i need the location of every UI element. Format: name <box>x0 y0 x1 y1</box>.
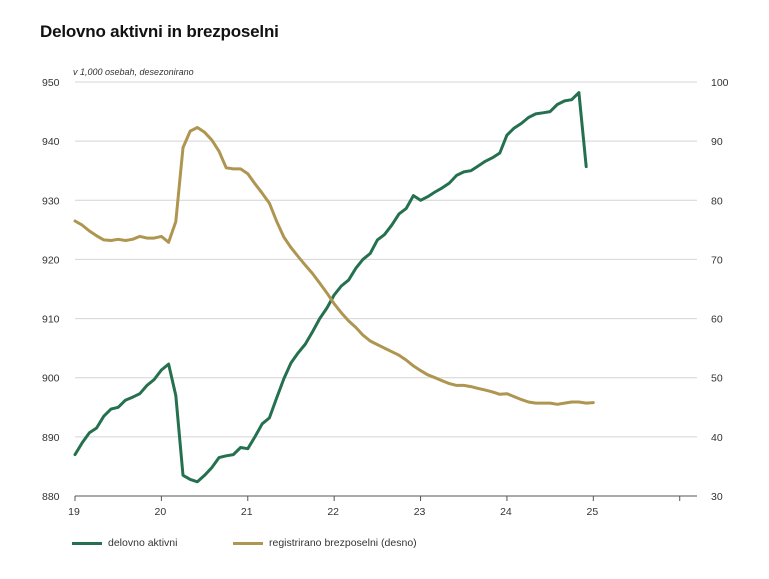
series-line-registrirano-brezposelni <box>73 126 595 406</box>
y-left-tick-label: 920 <box>42 254 60 266</box>
legend-item-delovno-aktivni: delovno aktivni <box>72 537 177 549</box>
y-right-tick-label: 30 <box>711 491 723 503</box>
x-axis <box>74 495 697 501</box>
x-tick-label: 24 <box>500 506 512 518</box>
series-lines <box>73 91 595 484</box>
y-right-tick-label: 90 <box>711 136 723 148</box>
y-right-tick-label: 50 <box>711 373 723 385</box>
chart-title: Delovno aktivni in brezposelni <box>40 22 279 41</box>
legend-label-registrirano-brezposelni: registrirano brezposelni (desno) <box>269 537 417 549</box>
y-right-tick-label: 40 <box>711 432 723 444</box>
series-line-delovno-aktivni <box>73 91 588 484</box>
x-tick-label: 20 <box>155 506 167 518</box>
y-right-tick-label: 80 <box>711 195 723 207</box>
y-right-tick-label: 60 <box>711 314 723 326</box>
legend-swatch-registrirano-brezposelni <box>233 541 263 545</box>
x-tick-label: 22 <box>327 506 339 518</box>
y-left-tick-label: 880 <box>42 491 60 503</box>
y-left-tick-label: 930 <box>42 195 60 207</box>
grid-lines <box>75 81 697 438</box>
legend-item-registrirano-brezposelni: registrirano brezposelni (desno) <box>233 537 417 549</box>
tick-labels: 880 890 900 910 920 930 940 950 30 40 50 60 70 80 90 10… <box>42 77 729 518</box>
chart-subtitle: v 1,000 osebah, desezonirano <box>73 67 194 77</box>
x-tick-label: 25 <box>586 506 598 518</box>
x-tick-label: 19 <box>68 506 80 518</box>
y-left-tick-label: 910 <box>42 314 60 326</box>
legend-swatch-delovno-aktivni <box>72 541 102 545</box>
x-tick-label: 23 <box>414 506 426 518</box>
x-tick-label: 21 <box>241 506 253 518</box>
legend-label-delovno-aktivni: delovno aktivni <box>108 537 178 549</box>
y-right-tick-label: 100 <box>711 77 729 89</box>
y-left-tick-label: 940 <box>42 136 60 148</box>
y-right-tick-label: 70 <box>711 254 723 266</box>
y-left-tick-label: 950 <box>42 77 60 89</box>
y-left-tick-label: 900 <box>42 373 60 385</box>
y-left-tick-label: 890 <box>42 432 60 444</box>
